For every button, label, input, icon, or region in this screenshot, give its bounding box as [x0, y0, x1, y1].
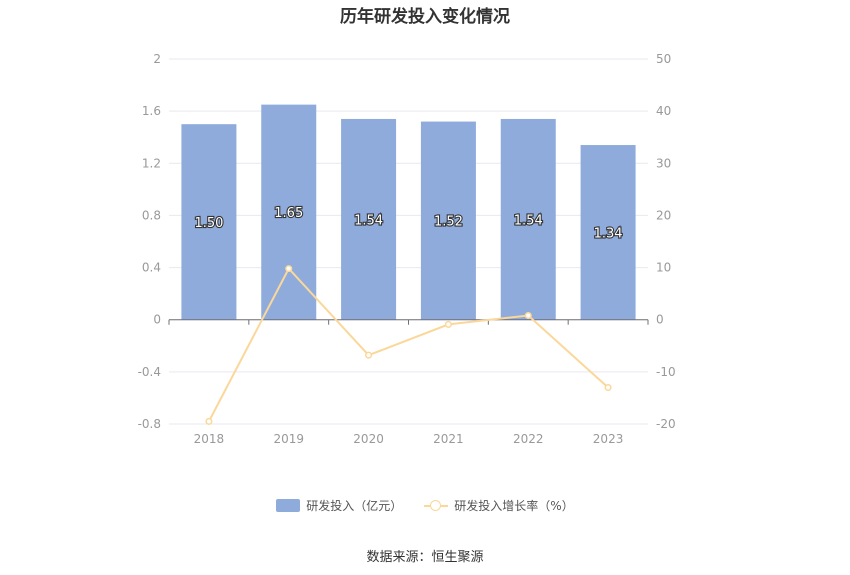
bar-value-label: 1.65 [274, 206, 303, 221]
y-left-tick-label: 1.2 [142, 156, 161, 170]
bar [261, 104, 317, 320]
y-left-tick-label: 0 [153, 313, 161, 327]
x-tick-label: 2022 [513, 432, 544, 446]
y-right-tick-label: 50 [656, 52, 671, 66]
legend: 研发投入（亿元） 研发投入增长率（%） [0, 497, 850, 514]
y-left-tick-label: 1.6 [142, 104, 161, 118]
y-left-tick-label: 0.8 [142, 208, 161, 222]
legend-item-growth-rate[interactable]: 研发投入增长率（%） [424, 497, 574, 514]
y-left-tick-label: 2 [153, 52, 161, 66]
bar [181, 124, 237, 320]
bar [580, 145, 636, 320]
x-tick-label: 2018 [194, 432, 225, 446]
y-right-tick-label: -20 [656, 417, 676, 431]
y-left-tick-label: 0.4 [142, 261, 161, 275]
chart-plot: -0.8 -0.4 0 0.4 0.8 1.2 1.6 2 -20 -10 0 10 20 30 40 50 2… [138, 52, 676, 446]
bar-value-label: 1.54 [514, 213, 543, 228]
y-right-tick-label: -10 [656, 365, 676, 379]
legend-bar-swatch [276, 499, 301, 512]
chart-title: 历年研发投入变化情况 [340, 7, 510, 27]
bar [341, 118, 397, 320]
growth-rate-point [205, 417, 213, 425]
bar [420, 121, 476, 320]
x-tick-label: 2023 [593, 432, 624, 446]
x-tick-label: 2019 [273, 432, 304, 446]
y-left-tick-label: -0.4 [138, 365, 161, 379]
growth-rate-point [604, 383, 612, 392]
legend-line-swatch [424, 499, 449, 512]
x-tick-label: 2020 [353, 432, 384, 446]
legend-item-rd-investment[interactable]: 研发投入（亿元） [276, 497, 402, 514]
y-left-tick-label: -0.8 [138, 417, 161, 431]
y-right-tick-label: 30 [656, 156, 671, 170]
y-right-tick-label: 10 [656, 261, 671, 275]
bar-value-label: 1.54 [354, 213, 383, 228]
y-right-tick-label: 40 [656, 104, 671, 118]
growth-rate-point [444, 320, 452, 328]
growth-rate-point [285, 265, 293, 273]
growth-rate-point [524, 311, 532, 320]
y-right-tick-label: 0 [656, 313, 664, 327]
legend-label-rd-investment: 研发投入（亿元） [306, 499, 403, 513]
x-tick-label: 2021 [433, 432, 464, 446]
bar-value-label: 1.50 [194, 216, 223, 231]
bar-value-label: 1.34 [594, 226, 623, 241]
growth-rate-point [365, 351, 373, 359]
y-right-tick-label: 20 [656, 208, 671, 222]
bar [500, 118, 556, 320]
legend-label-growth-rate: 研发投入增长率（%） [454, 499, 574, 513]
source-note: 数据来源：恒生聚源 [366, 550, 484, 565]
growth-rate-line [208, 266, 609, 422]
bar-value-label: 1.52 [434, 215, 463, 230]
